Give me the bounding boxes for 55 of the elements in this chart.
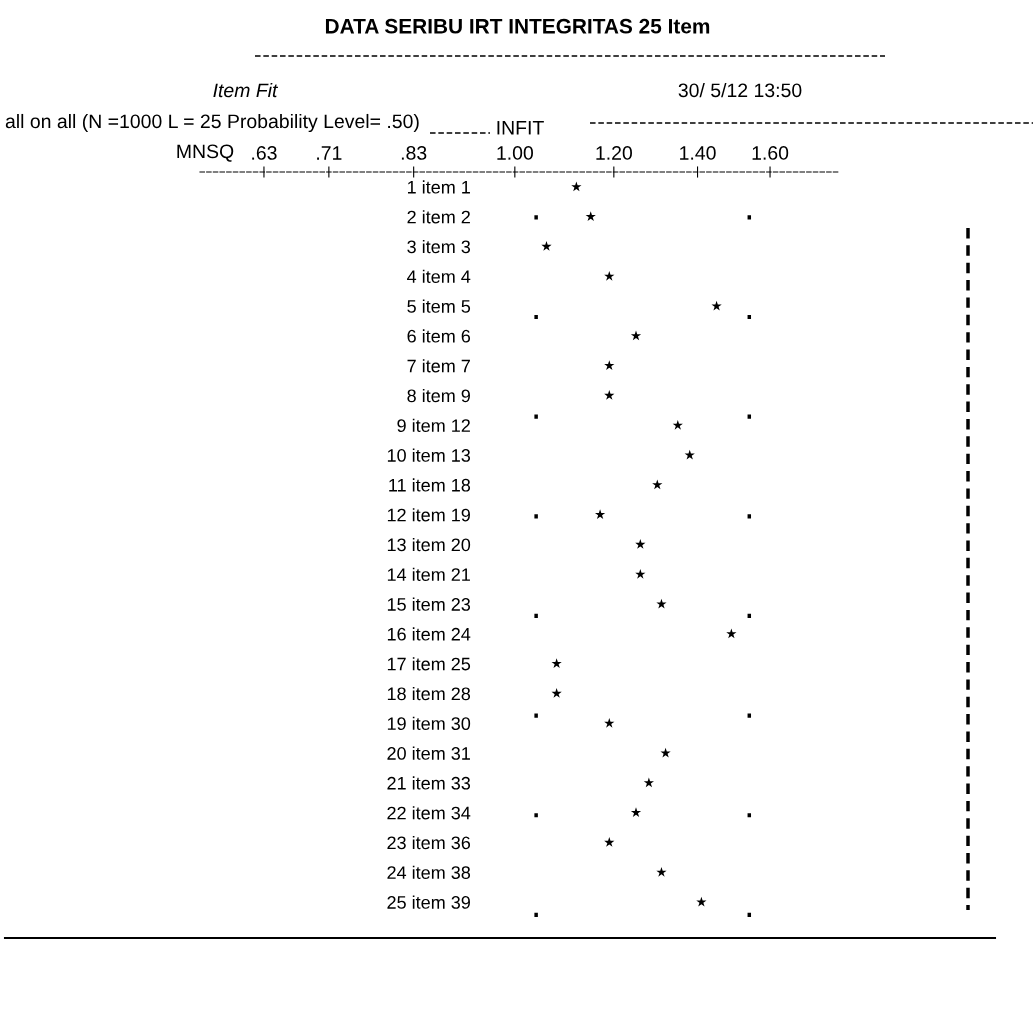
point <box>635 568 646 579</box>
chart-subtitle: Item Fit <box>213 82 279 98</box>
y-tick-label: 1 item 1 <box>407 180 470 194</box>
y-tick-label: 15 item 23 <box>387 597 471 611</box>
y-tick-label: 22 item 34 <box>387 806 471 820</box>
y-tick-label: 11 item 18 <box>389 478 471 492</box>
point <box>656 866 667 877</box>
y-tick-label: 25 item 39 <box>387 895 470 909</box>
point <box>635 539 646 549</box>
y-tick-label: 12 item 19 <box>387 508 470 522</box>
point <box>594 509 606 520</box>
point <box>604 717 615 728</box>
y-tick-label: 23 item 36 <box>387 835 471 850</box>
point <box>652 479 663 490</box>
y-tick-label: 19 item 30 <box>387 716 471 731</box>
y-tick-label: 8 item 9 <box>407 388 470 403</box>
text: MNSQ <box>177 144 234 162</box>
y-tick-label: 7 item 7 <box>407 359 470 373</box>
x-tick-label: .63 <box>252 146 277 160</box>
x-tick-label: .83 <box>401 146 427 160</box>
y-tick-label: 6 item 6 <box>407 329 471 343</box>
x-tick-label: .71 <box>317 146 342 160</box>
point <box>630 807 642 818</box>
point <box>660 747 671 758</box>
point <box>585 211 596 222</box>
y-tick-label: 21 item 33 <box>387 776 471 790</box>
y-tick-label: 10 item 13 <box>387 448 471 462</box>
x-tick-label: 1.00 <box>497 146 533 160</box>
point <box>604 360 615 371</box>
point <box>604 270 615 281</box>
y-tick-label: 2 item 2 <box>407 210 470 224</box>
y-tick-label: 18 item 28 <box>387 686 471 701</box>
y-tick-label: 5 item 5 <box>407 299 471 313</box>
y-tick-label: 9 item 12 <box>397 418 470 433</box>
x-tick-label: 1.40 <box>680 146 716 160</box>
point <box>643 777 654 788</box>
y-tick-label: 16 item 24 <box>387 627 471 641</box>
y-tick-label: 14 item 21 <box>387 567 470 582</box>
point <box>604 390 615 400</box>
y-tick-label: 4 item 4 <box>407 269 471 284</box>
x-tick-label: 1.60 <box>752 146 789 160</box>
x-axis-title: INFIT <box>497 121 544 135</box>
y-tick-label: 17 item 25 <box>387 657 471 671</box>
y-tick-label: 13 item 20 <box>387 537 471 552</box>
y-tick-label: 3 item 3 <box>407 239 471 254</box>
text: 30/ 5/12 13:50 <box>678 82 802 98</box>
point <box>672 419 683 430</box>
x-tick-label: 1.20 <box>596 146 632 160</box>
chart-title: DATA SERIBU IRT INTEGRITAS 25 Item <box>325 18 710 34</box>
y-tick-label: 20 item 31 <box>387 746 470 760</box>
text: all on all (N =1000 L = 25 Probability Level= .50) <box>5 113 419 133</box>
point <box>604 837 615 847</box>
y-tick-label: 24 item 38 <box>387 865 471 880</box>
point <box>656 598 667 609</box>
point <box>630 330 642 341</box>
